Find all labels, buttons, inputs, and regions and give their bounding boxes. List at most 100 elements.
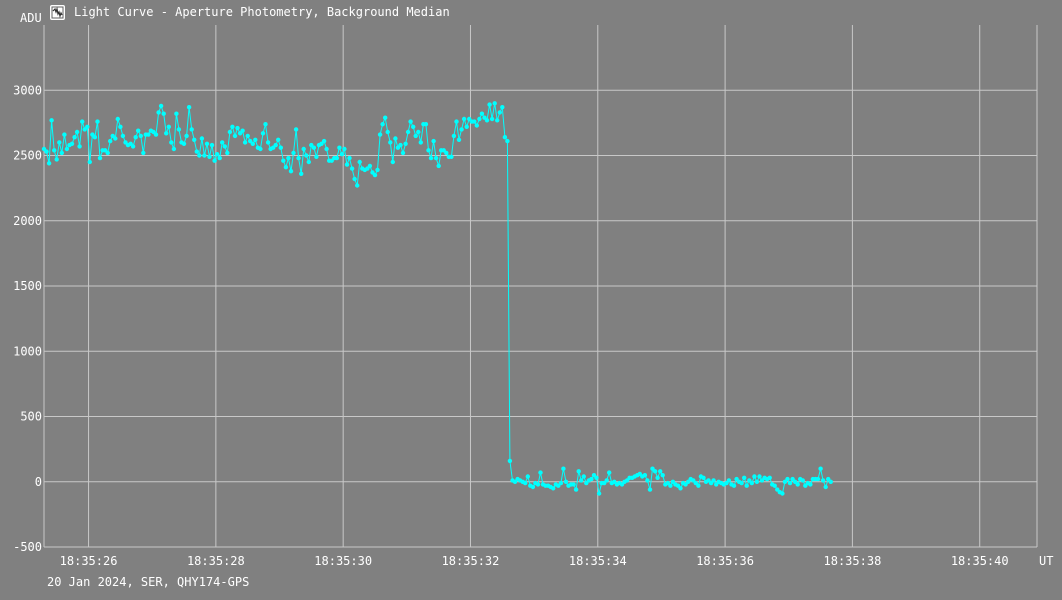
y-tick-labels: -500 0 500 1000 1500 2000 2500 3000 [13,83,42,554]
data-point [214,152,220,157]
data-point [230,124,235,129]
data-point [342,146,347,152]
data-point [288,169,294,174]
data-point [642,473,648,478]
data-point [472,119,477,124]
y-tick-label: -500 [13,540,42,554]
data-point [69,141,75,146]
data-point [95,119,100,124]
data-point [49,118,54,123]
data-point [502,135,508,140]
data-point [349,166,355,171]
data-point [393,136,398,141]
data-point [207,154,212,159]
data-point [525,474,530,479]
data-point [80,119,85,124]
data-point [220,140,225,145]
data-point [186,105,192,110]
data-point [130,144,136,149]
light-curve-app-icon[interactable] [50,4,65,20]
data-point [411,124,416,129]
data-point [454,119,459,124]
data-point [456,137,462,142]
data-point [530,484,536,490]
data-point [357,159,362,165]
data-point [227,129,233,135]
data-point [403,141,408,146]
y-tick-label: 2000 [13,214,42,228]
data-point [398,142,403,148]
data-point [507,458,513,464]
data-point [235,125,240,131]
data-point [818,466,823,471]
data-point [265,140,271,145]
data-point [596,491,602,496]
data-point [171,146,177,152]
data-point [44,149,49,154]
data-point [64,146,70,152]
data-point [742,475,747,480]
data-point [324,146,329,152]
data-point [711,478,716,483]
data-point [484,118,490,123]
data-point [589,476,594,482]
data-point [372,172,378,178]
data-point [749,480,754,486]
data-point [347,155,352,161]
data-point [146,132,151,137]
data-point [367,163,373,169]
data-point [120,133,126,139]
data-point [377,132,383,137]
data-point [423,122,429,127]
data-point [604,478,609,483]
data-point [385,129,390,135]
y-tick-label: 1500 [13,279,42,293]
data-point [726,478,732,483]
y-tick-label: 0 [35,475,42,489]
data-point [250,141,255,146]
data-point [189,127,194,132]
data-point [339,152,345,157]
data-point [204,141,210,146]
data-point [731,483,737,488]
data-point [176,127,182,132]
data-point [217,155,222,161]
data-point [304,153,309,158]
data-point [278,145,283,150]
data-point [752,474,757,479]
data-point [573,487,579,492]
data-point [242,140,248,145]
data-point [767,475,772,480]
data-point [823,484,828,490]
data-point [561,466,566,471]
data-point [240,128,245,133]
data-point [576,469,581,474]
data-point [579,478,584,483]
data-point [59,150,64,156]
data-point [291,150,296,156]
data-point [286,155,291,161]
data-point [209,142,215,148]
data-point [785,476,790,482]
data-point [283,165,289,170]
data-point [352,176,357,182]
light-curve-icon-glyph [51,6,64,18]
data-point [431,138,436,144]
data-point [426,148,431,153]
data-point [138,133,143,139]
data-point [115,116,121,122]
data-point [153,132,159,137]
data-point [492,101,497,106]
data-point [571,482,576,487]
data-point [87,159,93,165]
data-point [538,470,543,475]
data-point [199,136,205,141]
grid-lines [43,25,1038,548]
data-point [701,475,706,480]
data-point [225,150,230,156]
data-point [174,111,179,116]
data-point [133,135,138,140]
y-tick-label: 1000 [13,344,42,358]
data-point [497,110,502,115]
data-point [161,111,166,116]
